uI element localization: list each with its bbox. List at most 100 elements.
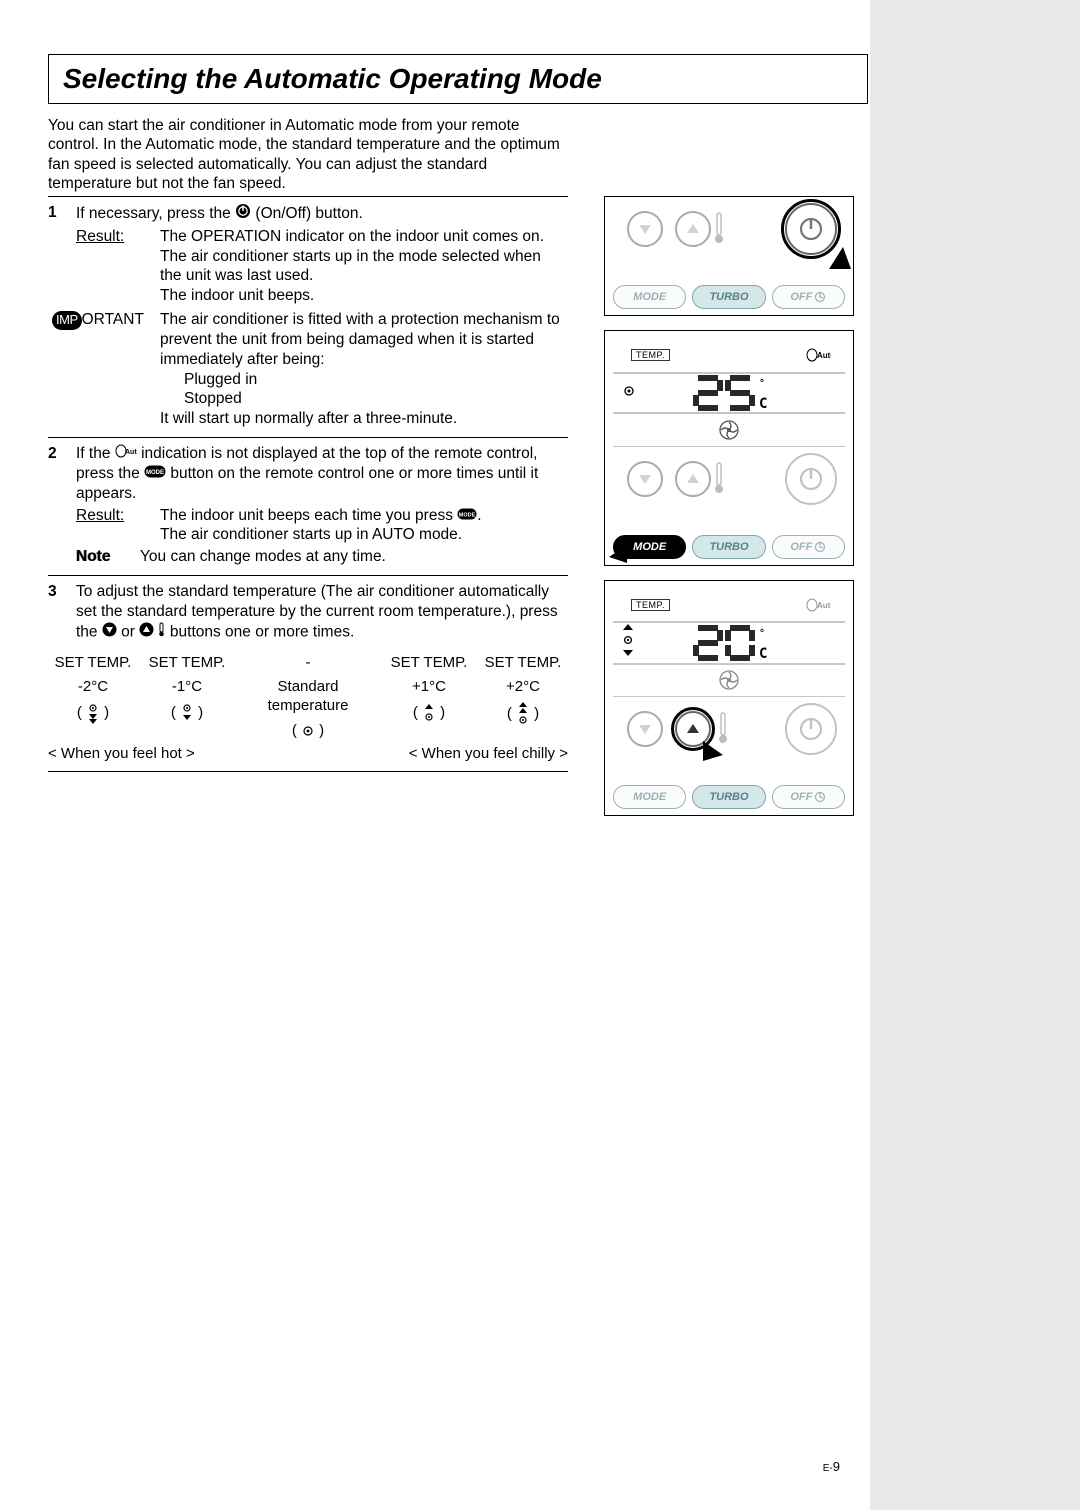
svg-text:Auto: Auto (817, 601, 831, 610)
lcd-temp-label: TEMP. (631, 349, 670, 361)
step-2-result-label: Result: (76, 506, 160, 546)
temp-btn-4: ( ) (478, 702, 568, 726)
temp-col-3: SET TEMP. +1°C ( ) (384, 653, 474, 741)
temp-col-0: SET TEMP. -2°C ( ) (48, 653, 138, 741)
pill-row: MODE TURBO OFF (613, 535, 845, 559)
title-box: Selecting the Automatic Operating Mode (48, 54, 868, 104)
power-button (785, 203, 837, 255)
note-text: You can change modes at any time. (140, 547, 568, 567)
tv1: -1°C (142, 677, 232, 696)
down-button (627, 461, 663, 497)
power-icon (235, 203, 251, 225)
off-text: OFF (790, 541, 812, 553)
temp-btn-2: ( ) (236, 721, 380, 740)
step-2-number: 2 (48, 444, 76, 504)
mode-pill: MODE (613, 285, 686, 309)
up-button-hl (675, 711, 711, 747)
page-title: Selecting the Automatic Operating Mode (63, 63, 853, 95)
page-prefix: E- (823, 1463, 833, 1474)
tv0: -2°C (48, 677, 138, 696)
remote-panels: MODE TURBO OFF TEMP. Auto (604, 196, 854, 816)
remote-panel-1: MODE TURBO OFF (604, 196, 854, 316)
tv3: +1°C (384, 677, 474, 696)
thermometer-icon (713, 211, 725, 247)
thermometer-icon (717, 711, 729, 747)
svg-text:Auto: Auto (817, 351, 831, 360)
important-pill: IMP (52, 311, 82, 330)
s1-r1: The air conditioner starts up in the mod… (160, 248, 541, 265)
lcd-auto-dim: Auto (805, 597, 831, 613)
svg-text:MODE: MODE (146, 470, 164, 476)
step-1-text-b: (On/Off) button. (255, 205, 362, 222)
turbo-pill: TURBO (692, 285, 765, 309)
temp-btn-1: ( ) (142, 702, 232, 724)
up-button (675, 461, 711, 497)
step-3-number: 3 (48, 582, 76, 642)
page-num: 9 (833, 1459, 840, 1474)
step-1: 1 If necessary, press the (On/Off) butto… (48, 197, 568, 438)
intro-paragraph: You can start the air conditioner in Aut… (48, 116, 568, 194)
down-triangle-icon (102, 622, 117, 643)
s3-tb: buttons one or more times. (170, 623, 354, 640)
lcd-temp-20: ° C (635, 624, 841, 662)
power-button (785, 703, 837, 755)
th0: SET TEMP. (48, 653, 138, 673)
off-text: OFF (790, 291, 812, 303)
temp-col-1: SET TEMP. -1°C ( ) (142, 653, 232, 741)
turbo-pill: TURBO (692, 535, 765, 559)
auto-icon: Auto (115, 444, 137, 464)
important-suffix: ORTANT (82, 311, 144, 328)
imp-l1: Plugged in (160, 371, 257, 388)
feel-hot: < When you feel hot > (48, 744, 195, 763)
step-2-result-text: The indoor unit beeps each time you pres… (160, 506, 568, 546)
down-button (627, 711, 663, 747)
off-pill: OFF (772, 285, 845, 309)
temp-btn-0: ( ) (48, 702, 138, 724)
th3: SET TEMP. (384, 653, 474, 673)
down-button (627, 211, 663, 247)
step-1-number: 1 (48, 203, 76, 225)
lcd-auto: Auto (805, 347, 831, 363)
temp-col-2: - Standard temperature ( ) (236, 653, 380, 741)
step-3-body: To adjust the standard temperature (The … (76, 582, 568, 642)
step-1-result-text: The OPERATION indicator on the indoor un… (160, 227, 568, 306)
off-pill: OFF (772, 535, 845, 559)
mode-icon: MODE (144, 464, 166, 484)
s1-r2: the unit was last used. (160, 267, 313, 284)
s2-ta: If the (76, 445, 115, 462)
step-1-text-a: If necessary, press the (76, 205, 235, 222)
step-3: 3 To adjust the standard temperature (Th… (48, 576, 568, 772)
step-2: 2 If the Auto indication is not displaye… (48, 438, 568, 576)
mode-pill: MODE (613, 785, 686, 809)
step-1-body: If necessary, press the (On/Off) button. (76, 203, 568, 225)
svg-text:°: ° (759, 628, 764, 639)
s1-r3: The indoor unit beeps. (160, 287, 314, 304)
remote-panel-2: TEMP. Auto (604, 330, 854, 566)
s2-r1: The air conditioner starts up in AUTO mo… (160, 526, 462, 543)
off-pill: OFF (772, 785, 845, 809)
important-text: The air conditioner is fitted with a pro… (160, 310, 568, 429)
steps-container: 1 If necessary, press the (On/Off) butto… (48, 196, 568, 772)
thermometer-icon (713, 461, 725, 497)
lcd-indicator-dot (623, 384, 635, 402)
th4: SET TEMP. (478, 653, 568, 673)
lcd-temp-label: TEMP. (631, 599, 670, 611)
thermometer-icon (157, 622, 166, 643)
tv2: Standard temperature (236, 677, 380, 715)
svg-text:°: ° (759, 378, 764, 389)
page-number: E-9 (823, 1459, 840, 1474)
th1: SET TEMP. (142, 653, 232, 673)
temp-btn-3: ( ) (384, 702, 474, 724)
temp-table: SET TEMP. -2°C ( ) SET TEMP. -1°C ( ) - … (48, 653, 568, 764)
svg-text:MODE: MODE (459, 512, 476, 518)
imp-l0: The air conditioner is fitted with a pro… (160, 311, 560, 368)
power-button (785, 453, 837, 505)
important-label-wrap: IMPORTANT (48, 310, 160, 429)
s1-r0: The OPERATION indicator on the indoor un… (160, 228, 544, 245)
s3-mid: or (121, 623, 139, 640)
imp-l3: It will start up normally after a three-… (160, 410, 457, 427)
temp-col-4: SET TEMP. +2°C ( ) (478, 653, 568, 741)
pill-row: MODE TURBO OFF (613, 785, 845, 809)
lcd-temp-25: ° C (635, 374, 841, 412)
mode-icon-small: MODE (457, 506, 477, 526)
